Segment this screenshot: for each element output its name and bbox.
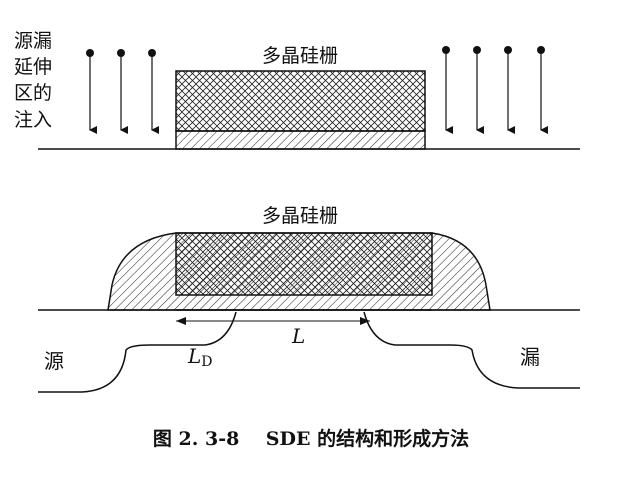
bottom-poly-gate (175, 232, 433, 296)
top-gate-oxide (175, 130, 426, 150)
right-implant-arrows (442, 46, 548, 134)
top-poly-gate (175, 70, 426, 132)
drain-junction-profile (363, 311, 580, 389)
figure-caption: 图 2. 3-8 SDE 的结构和形成方法 (153, 427, 469, 450)
channel-length-label: L (291, 324, 305, 348)
bottom-section: 多晶硅栅 源 漏 L LD (38, 205, 580, 393)
source-label: 源 (44, 349, 64, 373)
overlap-length-label: LD (187, 344, 213, 370)
implant-label-line-3: 区的 (14, 82, 52, 104)
left-implant-arrows (86, 49, 159, 134)
source-junction-profile (38, 311, 237, 393)
implant-label-line-4: 注入 (14, 109, 52, 131)
bottom-gate-label: 多晶硅栅 (262, 205, 338, 227)
top-section: 源漏 延伸 区的 注入 多晶硅栅 (14, 30, 580, 150)
implant-label-line-1: 源漏 (14, 30, 52, 52)
drain-label: 漏 (520, 345, 540, 369)
top-gate-label: 多晶硅栅 (262, 45, 338, 67)
implant-label-line-2: 延伸 (14, 56, 52, 78)
